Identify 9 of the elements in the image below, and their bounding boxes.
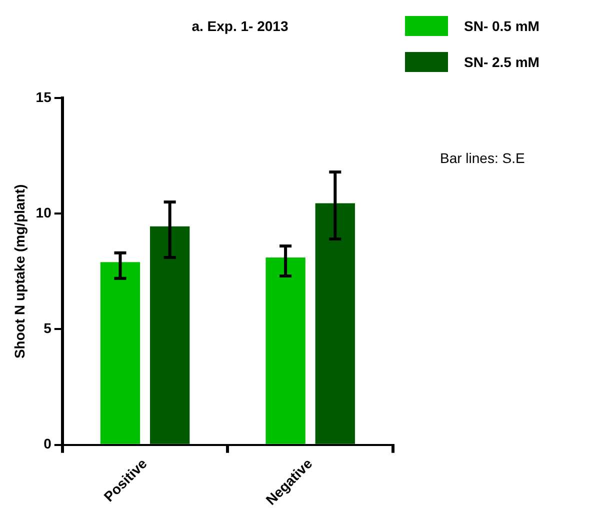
chart-title: a. Exp. 1- 2013: [190, 18, 290, 34]
text: Bar lines: S.E: [440, 150, 525, 166]
y-axis-title: Shoot N uptake (mg/plant): [11, 184, 28, 359]
legend-label: SN- 2.5 mM: [464, 54, 540, 70]
y-tick-label: 10: [36, 204, 52, 220]
y-tick-label: 15: [36, 88, 52, 105]
y-tick-label: 0: [44, 436, 52, 452]
y-tick-label: 5: [44, 320, 52, 336]
legend-label: SN- 0.5 mM: [464, 18, 540, 34]
